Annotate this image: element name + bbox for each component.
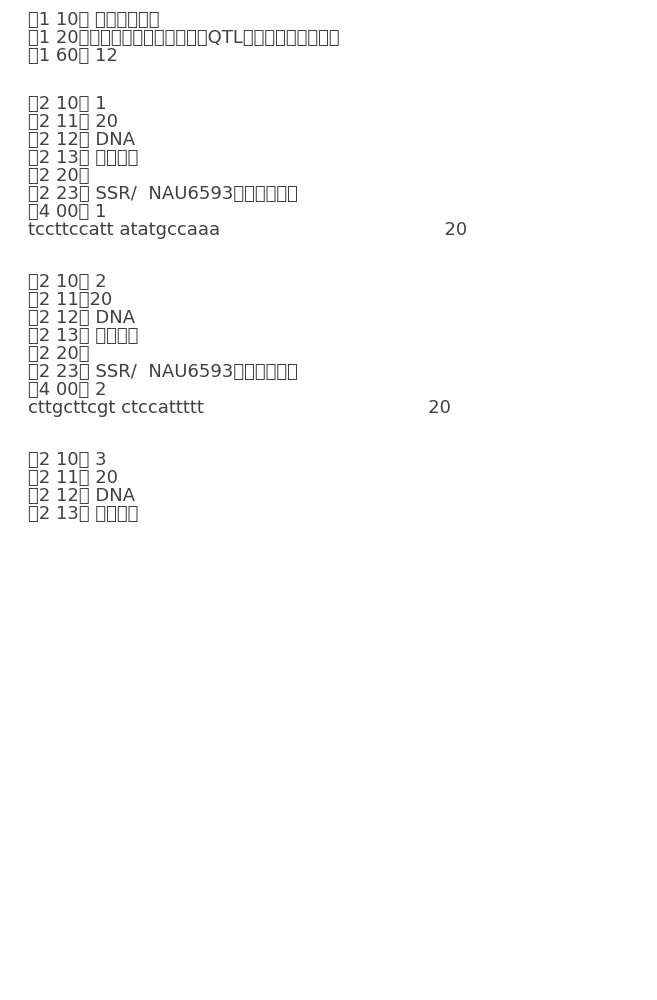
Text: 〈2 13〉 人工序列: 〈2 13〉 人工序列 [28, 505, 138, 523]
Text: 〈2 12〉 DNA: 〈2 12〉 DNA [28, 487, 135, 505]
Text: 〈2 11〉 20: 〈2 11〉 20 [28, 113, 118, 131]
Text: 〈2 12〉 DNA: 〈2 12〉 DNA [28, 309, 135, 327]
Text: 〈2 23〉 SSR/  NAU6593反向引物序列: 〈2 23〉 SSR/ NAU6593反向引物序列 [28, 363, 298, 381]
Text: 〈2 20〉: 〈2 20〉 [28, 167, 89, 185]
Text: 〈2 20〉: 〈2 20〉 [28, 345, 89, 363]
Text: 〈2 13〉 人工序列: 〈2 13〉 人工序列 [28, 327, 138, 345]
Text: 〈1 20〉一个棉花黄萎病抗性主效QTL及其连锁的分子标记: 〈1 20〉一个棉花黄萎病抗性主效QTL及其连锁的分子标记 [28, 29, 339, 47]
Text: 〈4 00〉 1: 〈4 00〉 1 [28, 203, 106, 221]
Text: cttgcttcgt ctccattttt                                       20: cttgcttcgt ctccattttt 20 [28, 399, 451, 417]
Text: tccttccatt atatgccaaa                                       20: tccttccatt atatgccaaa 20 [28, 221, 466, 239]
Text: 〈2 11〉 20: 〈2 11〉 20 [28, 469, 118, 487]
Text: 〈1 60〉 12: 〈1 60〉 12 [28, 47, 118, 65]
Text: 〈2 10〉 2: 〈2 10〉 2 [28, 273, 106, 291]
Text: 〈2 12〉 DNA: 〈2 12〉 DNA [28, 131, 135, 149]
Text: 〈2 23〉 SSR/  NAU6593正向引物序列: 〈2 23〉 SSR/ NAU6593正向引物序列 [28, 185, 298, 203]
Text: 〈1 10〉 南京农业大学: 〈1 10〉 南京农业大学 [28, 11, 159, 29]
Text: 〈2 13〉 人工序列: 〈2 13〉 人工序列 [28, 149, 138, 167]
Text: 〈2 10〉 1: 〈2 10〉 1 [28, 95, 106, 113]
Text: 〈2 10〉 3: 〈2 10〉 3 [28, 451, 106, 469]
Text: 〈2 11〉20: 〈2 11〉20 [28, 291, 112, 309]
Text: 〈4 00〉 2: 〈4 00〉 2 [28, 381, 106, 399]
